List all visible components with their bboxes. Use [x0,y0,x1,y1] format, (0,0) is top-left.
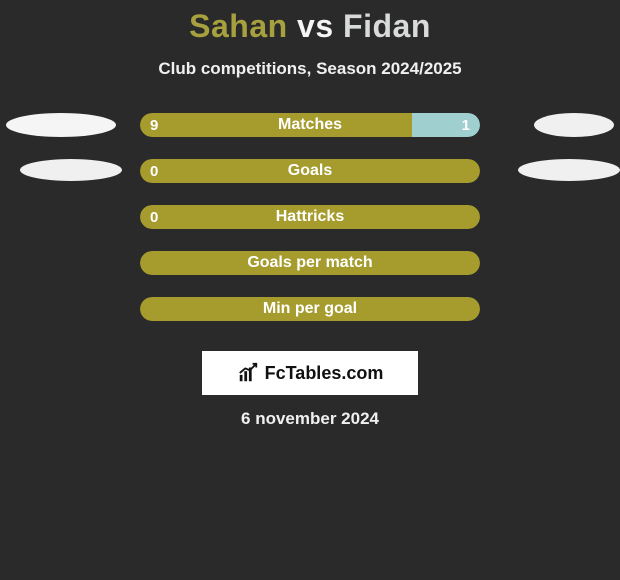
brand-text: FcTables.com [265,363,384,384]
comparison-row: 0Goals [0,159,620,183]
chart-icon [237,362,259,384]
bar-left [140,297,480,321]
comparison-rows: 91Matches0Goals0HattricksGoals per match… [0,113,620,343]
comparison-row: Goals per match [0,251,620,275]
value-left: 0 [150,205,158,229]
value-left: 0 [150,159,158,183]
bar-track: Goals per match [140,251,480,275]
comparison-row: Min per goal [0,297,620,321]
side-ellipse-right [534,113,614,137]
bar-track: 91Matches [140,113,480,137]
side-ellipse-left [6,113,116,137]
value-right: 1 [462,113,470,137]
title-right: Fidan [343,8,431,44]
side-ellipse-right [518,159,620,181]
value-left: 9 [150,113,158,137]
bar-left [140,113,412,137]
bar-left [140,205,480,229]
subtitle: Club competitions, Season 2024/2025 [0,59,620,79]
page-title: Sahan vs Fidan [0,8,620,45]
bar-track: Min per goal [140,297,480,321]
bar-track: 0Hattricks [140,205,480,229]
title-vs: vs [297,8,334,44]
title-left: Sahan [189,8,288,44]
side-ellipse-left [20,159,122,181]
bar-left [140,251,480,275]
infographic-container: Sahan vs Fidan Club competitions, Season… [0,0,620,580]
comparison-row: 91Matches [0,113,620,137]
comparison-row: 0Hattricks [0,205,620,229]
bar-track: 0Goals [140,159,480,183]
bar-left [140,159,480,183]
brand-inner: FcTables.com [237,362,384,384]
date-text: 6 november 2024 [0,409,620,429]
brand-box: FcTables.com [202,351,418,395]
